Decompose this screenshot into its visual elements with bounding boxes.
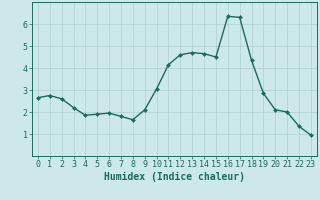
- X-axis label: Humidex (Indice chaleur): Humidex (Indice chaleur): [104, 172, 245, 182]
